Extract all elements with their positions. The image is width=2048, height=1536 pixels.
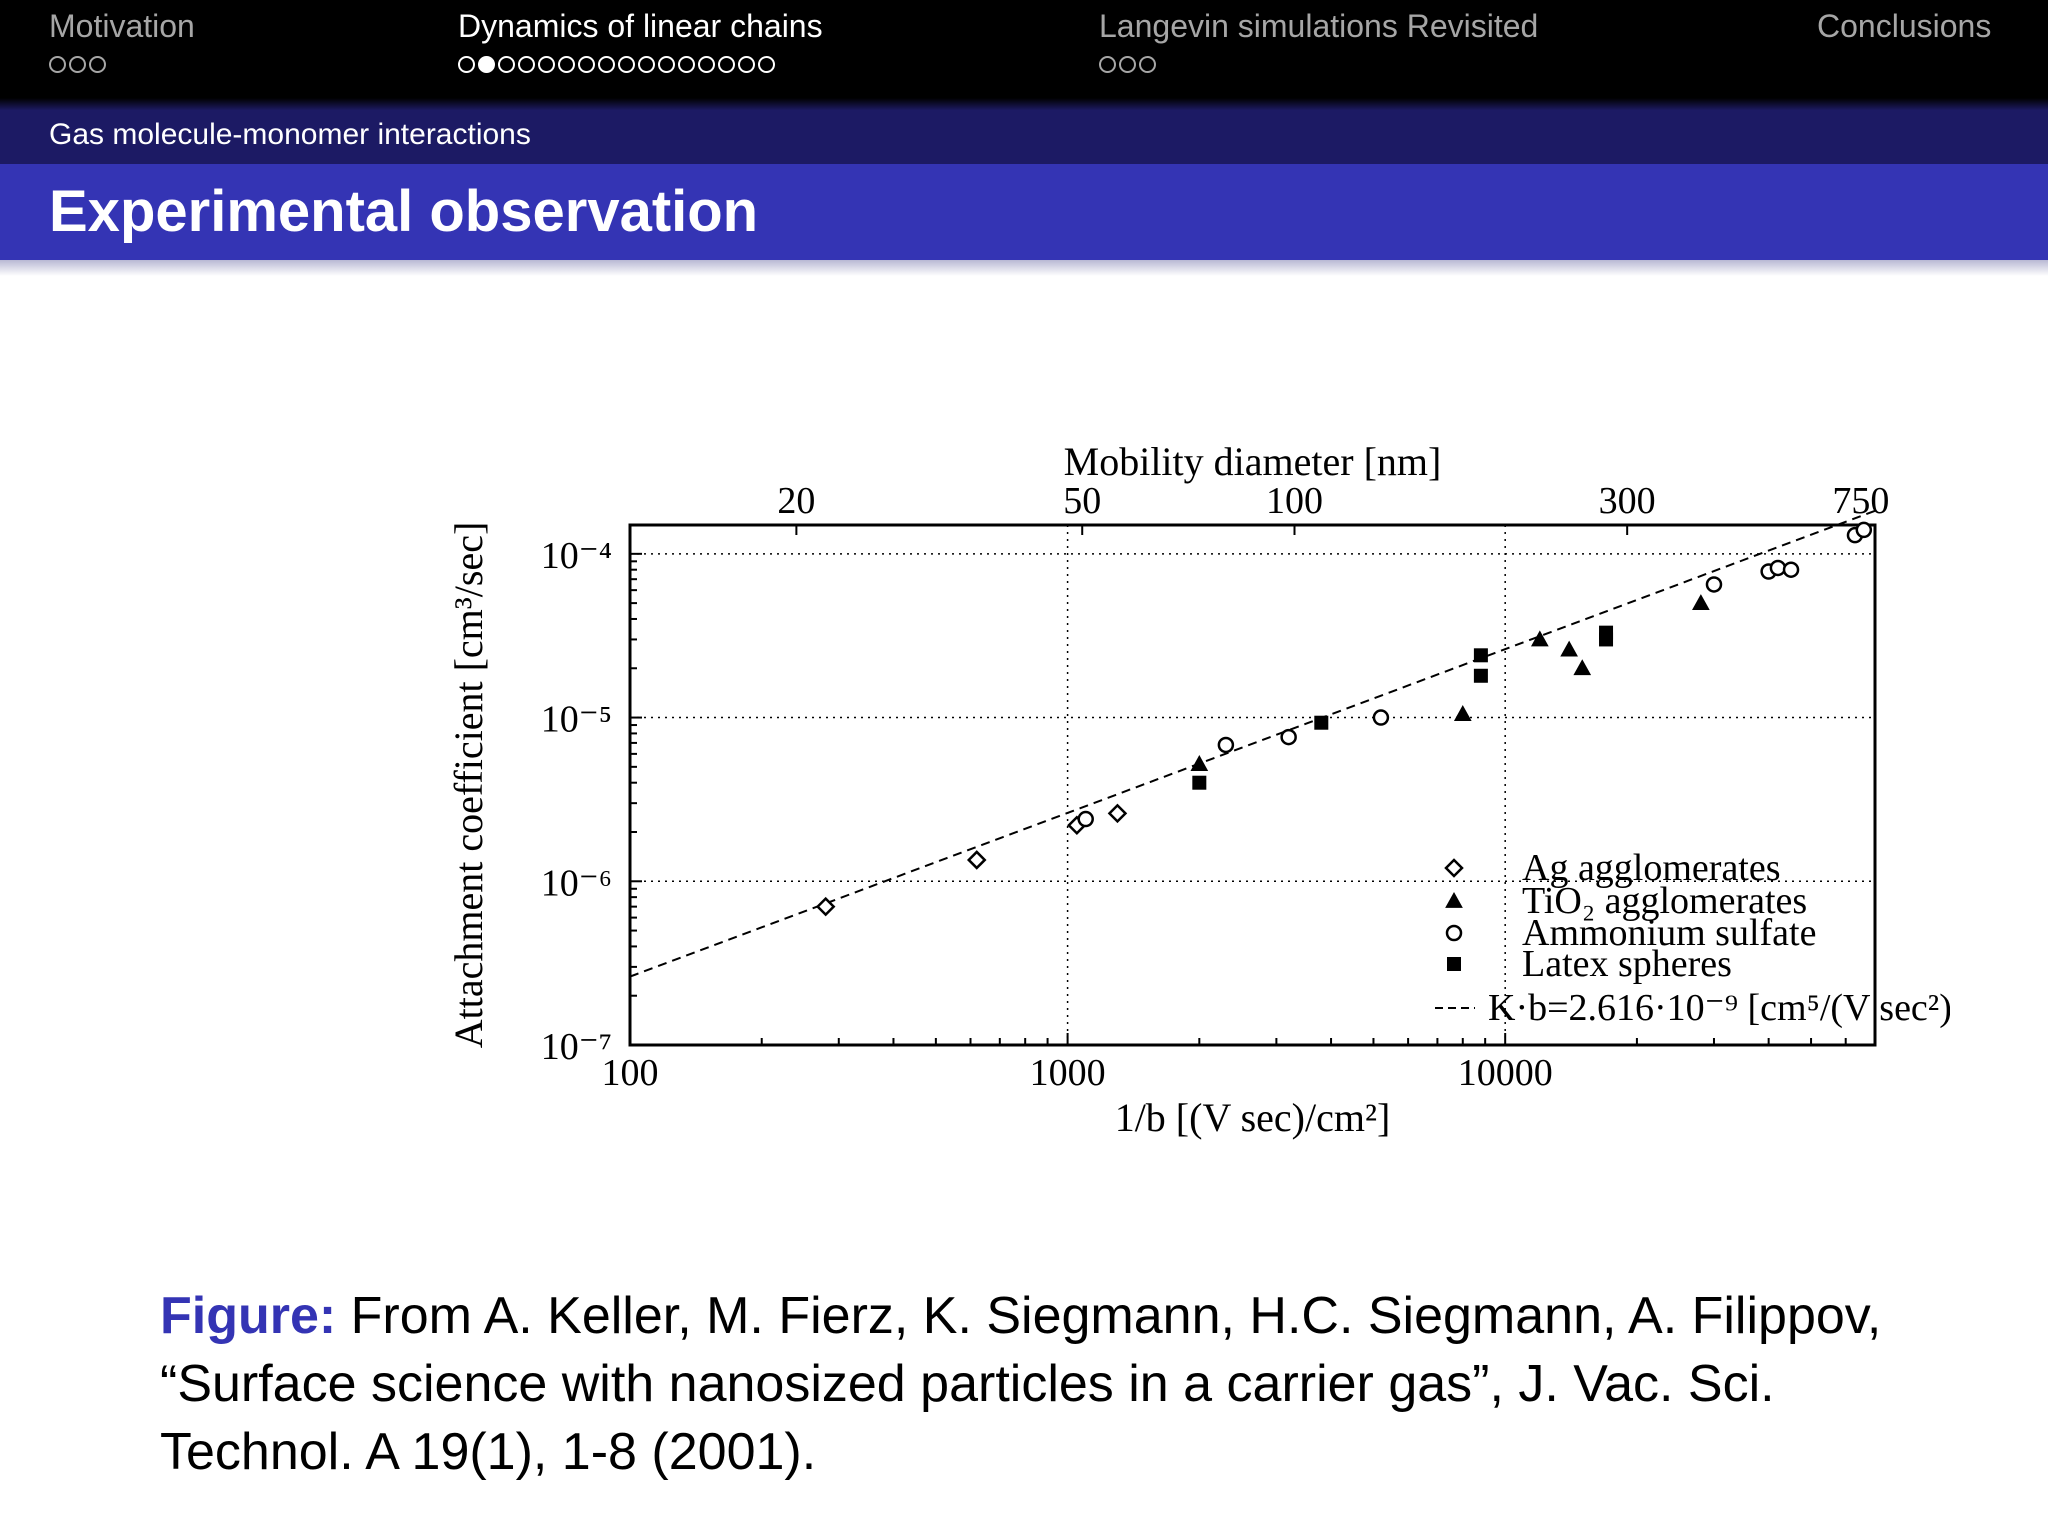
nav-shade <box>0 98 2048 110</box>
y-tick-label: 10⁻⁵ <box>541 699 612 741</box>
legend-fit-label: K·b=2.616·10⁻⁹ [cm⁵/(V sec²)] <box>1488 987 1950 1029</box>
data-point <box>815 896 836 917</box>
y-tick-label: 10⁻⁷ <box>541 1026 612 1068</box>
y-tick-label: 10⁻⁶ <box>541 862 612 904</box>
nav-frame-dots <box>1817 53 1991 75</box>
nav-frame-dot[interactable] <box>1099 55 1116 73</box>
title-shadow <box>0 260 2048 276</box>
data-point <box>1473 648 1488 663</box>
data-point <box>1453 705 1472 721</box>
data-point <box>1530 630 1549 647</box>
nav-frame-dot[interactable] <box>758 55 775 73</box>
data-point <box>1473 668 1488 683</box>
legend-label: TiO₂ agglomerates <box>1522 880 1807 922</box>
data-point <box>1077 810 1094 828</box>
nav-section-langevin[interactable]: Langevin simulations Revisited <box>1099 8 1538 75</box>
data-point <box>1107 803 1128 824</box>
data-point <box>1217 736 1235 754</box>
frame-title-bar: Experimental observation <box>0 164 2048 260</box>
legend-label: Ag agglomerates <box>1522 847 1781 889</box>
legend-marker <box>1444 858 1464 878</box>
top-tick-label: 20 <box>777 480 815 522</box>
nav-frame-dot[interactable] <box>478 55 495 73</box>
nav-frame-dot[interactable] <box>498 55 515 73</box>
top-tick-label: 750 <box>1832 480 1889 522</box>
data-point <box>966 850 987 870</box>
nav-section-title[interactable]: Motivation <box>49 8 195 44</box>
data-point <box>1705 576 1723 593</box>
nav-frame-dot[interactable] <box>698 55 715 73</box>
nav-frame-dot[interactable] <box>638 55 655 73</box>
x-axis-label: 1/b [(V sec)/cm²] <box>1115 1095 1391 1140</box>
nav-frame-dot[interactable] <box>598 55 615 73</box>
nav-section-title[interactable]: Dynamics of linear chains <box>458 8 823 44</box>
data-point <box>1599 625 1614 640</box>
nav-frame-dot[interactable] <box>1139 55 1156 73</box>
nav-frame-dot[interactable] <box>618 55 635 73</box>
top-axis-label: Mobility diameter [nm] <box>1064 439 1442 484</box>
data-point <box>1560 640 1578 657</box>
nav-frame-dot[interactable] <box>69 55 86 73</box>
x-tick-label: 10000 <box>1458 1052 1553 1094</box>
nav-section-motivation[interactable]: Motivation <box>49 8 195 75</box>
top-tick-label: 100 <box>1266 480 1323 522</box>
legend-label: Ammonium sulfate <box>1522 912 1816 954</box>
nav-section-dynamics[interactable]: Dynamics of linear chains <box>458 8 823 75</box>
nav-frame-dots <box>1099 53 1538 75</box>
legend-marker <box>1445 891 1463 908</box>
nav-section-title[interactable]: Langevin simulations Revisited <box>1099 8 1539 44</box>
nav-frame-dot[interactable] <box>518 55 535 73</box>
legend-marker <box>1447 957 1461 971</box>
data-point <box>1692 594 1710 611</box>
data-point <box>1192 775 1207 790</box>
data-point <box>1782 561 1800 578</box>
x-tick-label: 100 <box>602 1052 659 1094</box>
nav-frame-dot[interactable] <box>1119 55 1136 73</box>
top-tick-label: 300 <box>1599 480 1656 522</box>
section-navigation: Motivation Dynamics of linear chains Lan… <box>0 0 2048 98</box>
nav-frame-dot[interactable] <box>49 55 66 73</box>
nav-frame-dot[interactable] <box>458 55 475 73</box>
figure: 100 1000 10000 10⁻⁴ 10⁻⁵ 10⁻⁶ 10⁻⁷ 20 50 100 300 75… <box>420 430 1950 1170</box>
y-axis-label: Attachment coefficient [cm³/sec] <box>446 522 491 1049</box>
top-tick-label: 50 <box>1063 480 1101 522</box>
data-point <box>1855 521 1873 539</box>
data-point <box>1314 715 1329 730</box>
nav-section-title[interactable]: Conclusions <box>1817 8 1992 44</box>
attachment-coefficient-chart: 100 1000 10000 10⁻⁴ 10⁻⁵ 10⁻⁶ 10⁻⁷ 20 50 100 300 75… <box>446 439 1950 1140</box>
subsection-bar: Gas molecule-monomer interactions <box>0 110 2048 164</box>
legend-marker <box>1445 924 1463 942</box>
legend-label: Latex spheres <box>1522 943 1732 985</box>
fit-line <box>629 509 1876 978</box>
nav-frame-dots <box>458 53 823 75</box>
nav-section-conclusions[interactable]: Conclusions <box>1817 8 1991 75</box>
nav-frame-dot[interactable] <box>658 55 675 73</box>
frame-title: Experimental observation <box>49 179 759 244</box>
nav-frame-dot[interactable] <box>558 55 575 73</box>
figure-label: Figure: <box>160 1287 337 1345</box>
subsection-title: Gas molecule-monomer interactions <box>49 118 531 151</box>
nav-frame-dot[interactable] <box>738 55 755 73</box>
nav-frame-dot[interactable] <box>538 55 555 73</box>
figure-caption: Figure: From A. Keller, M. Fierz, K. Sie… <box>160 1282 1920 1486</box>
caption-text: From A. Keller, M. Fierz, K. Siegmann, H… <box>160 1287 1882 1481</box>
plot-frame <box>628 523 1877 1047</box>
nav-frame-dot[interactable] <box>678 55 695 73</box>
data-point <box>1190 755 1209 771</box>
y-tick-label: 10⁻⁴ <box>541 535 612 577</box>
nav-frame-dot[interactable] <box>718 55 735 73</box>
data-point <box>1573 659 1592 676</box>
x-tick-label: 1000 <box>1030 1052 1106 1094</box>
data-point <box>1769 559 1787 577</box>
nav-frame-dot[interactable] <box>89 55 106 73</box>
data-point <box>1280 728 1297 746</box>
nav-frame-dots <box>49 53 195 75</box>
data-point <box>1372 709 1390 726</box>
nav-frame-dot[interactable] <box>578 55 595 73</box>
